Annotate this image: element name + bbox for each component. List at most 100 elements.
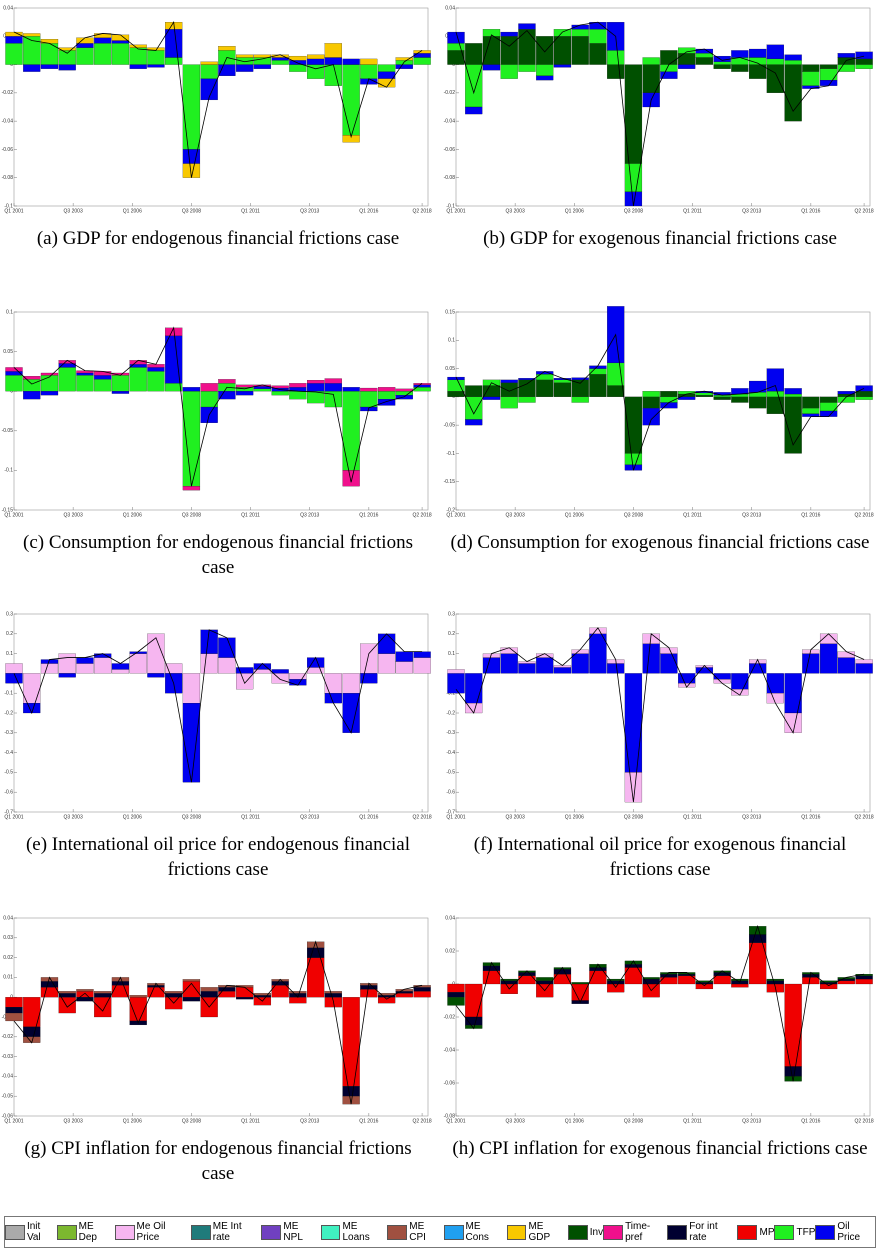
bar-segment bbox=[855, 51, 873, 60]
bar-segment bbox=[855, 64, 873, 69]
bar-segment bbox=[518, 379, 536, 397]
bar-segment bbox=[571, 653, 589, 674]
bar-segment bbox=[94, 371, 112, 376]
total-line bbox=[455, 333, 865, 471]
y-tick-label: 0.1 bbox=[448, 651, 455, 657]
y-tick-label: -0.05 bbox=[2, 1094, 14, 1100]
bar-segment bbox=[571, 982, 589, 985]
bar-segment bbox=[518, 396, 536, 403]
y-tick-label: 0.1 bbox=[6, 651, 13, 657]
bar-segment bbox=[111, 669, 130, 674]
bar-segment bbox=[447, 31, 465, 44]
bar-segment bbox=[482, 29, 501, 37]
y-tick-label: 0 bbox=[452, 62, 455, 68]
bar-segment bbox=[749, 942, 767, 985]
x-tick-label: Q3 2013 bbox=[742, 814, 761, 820]
bar-segment bbox=[147, 50, 165, 65]
y-tick-label: -0.06 bbox=[444, 147, 456, 153]
x-tick-label: Q1 2016 bbox=[359, 208, 378, 214]
x-tick-label: Q1 2011 bbox=[241, 1118, 260, 1124]
bar-segment bbox=[307, 657, 325, 668]
y-tick-label: -0.1 bbox=[446, 451, 455, 457]
bar-segment bbox=[395, 661, 413, 674]
bar-segment bbox=[5, 36, 23, 44]
bar-segment bbox=[678, 391, 696, 395]
bar-segment bbox=[607, 978, 625, 981]
bar-segment bbox=[236, 391, 254, 396]
bar-segment bbox=[182, 391, 201, 487]
bar-segment bbox=[589, 633, 607, 674]
bar-segment bbox=[165, 29, 183, 58]
bar-segment bbox=[307, 58, 325, 65]
y-tick-label: -0.03 bbox=[2, 1054, 14, 1060]
bar-segment bbox=[200, 991, 218, 998]
bar-segment bbox=[731, 396, 749, 403]
bar-segment bbox=[40, 987, 59, 998]
bar-segment bbox=[111, 43, 130, 65]
bar-segment bbox=[111, 40, 130, 44]
bar-segment bbox=[642, 396, 660, 409]
bar-segment bbox=[218, 637, 236, 658]
bar-segment bbox=[678, 53, 696, 65]
bar-segment bbox=[482, 64, 501, 71]
caption: (e) International oil price for endogeno… bbox=[25, 834, 411, 880]
legend-label: TFP bbox=[796, 1226, 816, 1238]
bar-segment bbox=[766, 693, 784, 704]
legend-label: Inv bbox=[589, 1226, 604, 1238]
bar-segment bbox=[253, 64, 272, 69]
bar-segment bbox=[5, 673, 23, 684]
legend: Init Val ME Dep Me Oil Price ME Int rate ME … bbox=[4, 1216, 876, 1248]
bar-segment bbox=[94, 993, 112, 998]
bar-segment bbox=[802, 413, 820, 417]
bar-segment bbox=[536, 977, 554, 981]
bar-segment bbox=[447, 983, 465, 993]
legend-item: ME Int rate bbox=[190, 1221, 262, 1243]
bar-segment bbox=[377, 71, 396, 79]
x-tick-label: Q1 2016 bbox=[801, 1118, 820, 1124]
bar-segment bbox=[802, 977, 820, 985]
bar-segment bbox=[660, 653, 678, 674]
caption: (b) GDP for exogenous financial friction… bbox=[483, 228, 837, 249]
y-tick-label: -0.15 bbox=[444, 479, 456, 485]
bar-segment bbox=[23, 997, 41, 1027]
bar-segment bbox=[271, 669, 289, 674]
y-tick-label: -0.06 bbox=[2, 147, 14, 153]
chart: -0.2 -0.15 -0.1 -0.05 0 0.05 0.1 0.15 Q1 2001 Q3 … bbox=[444, 306, 874, 518]
bar-segment bbox=[447, 992, 465, 998]
bar-segment bbox=[289, 997, 307, 1004]
x-tick-label: Q1 2011 bbox=[683, 1118, 702, 1124]
bar-segment bbox=[200, 64, 218, 79]
x-tick-label: Q1 2001 bbox=[4, 1118, 23, 1124]
caption: (g) CPI inflation for endogenous financi… bbox=[24, 1138, 412, 1184]
bar-segment bbox=[182, 979, 201, 982]
x-tick-label: Q3 2003 bbox=[506, 814, 525, 820]
bar-segment bbox=[271, 391, 289, 396]
x-tick-label: Q2 2018 bbox=[412, 512, 431, 518]
x-tick-label: Q1 2001 bbox=[446, 512, 465, 518]
bar-segment bbox=[589, 967, 607, 971]
bar-segment bbox=[413, 991, 431, 998]
bar-segment bbox=[200, 987, 218, 992]
x-tick-label: Q1 2001 bbox=[4, 814, 23, 820]
bar-segment bbox=[58, 997, 76, 1014]
y-tick-label: -0.05 bbox=[444, 422, 456, 428]
bar-segment bbox=[182, 702, 201, 783]
bar-segment bbox=[342, 64, 360, 136]
x-tick-label: Q1 2001 bbox=[4, 208, 23, 214]
legend-label: Me Oil Price bbox=[136, 1221, 166, 1243]
bar-segment bbox=[360, 391, 378, 408]
bar-segment bbox=[200, 61, 218, 65]
bar-segment bbox=[819, 68, 838, 81]
legend-swatch bbox=[190, 1224, 211, 1240]
bar-segment bbox=[76, 663, 94, 674]
bar-segment bbox=[360, 58, 378, 65]
bar-segment bbox=[111, 391, 130, 394]
bar-segment bbox=[94, 375, 112, 380]
bar-segment bbox=[200, 383, 218, 392]
bar-segment bbox=[660, 391, 678, 397]
bar-segment bbox=[218, 64, 236, 76]
bar-segment bbox=[819, 983, 838, 990]
x-tick-label: Q1 2001 bbox=[446, 208, 465, 214]
bar-segment bbox=[94, 43, 112, 65]
